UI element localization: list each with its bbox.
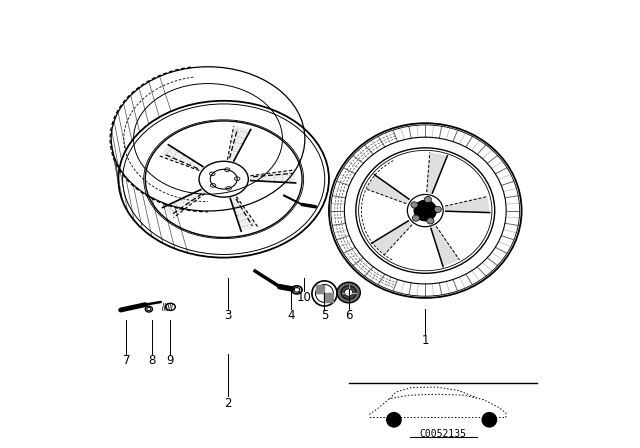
Polygon shape bbox=[227, 127, 250, 161]
Polygon shape bbox=[164, 190, 205, 217]
Ellipse shape bbox=[411, 202, 418, 208]
Polygon shape bbox=[160, 146, 203, 171]
Ellipse shape bbox=[427, 218, 434, 224]
Polygon shape bbox=[373, 221, 412, 254]
Polygon shape bbox=[431, 226, 459, 265]
Text: 7: 7 bbox=[123, 354, 130, 367]
Ellipse shape bbox=[412, 215, 420, 221]
Text: 9: 9 bbox=[166, 354, 173, 367]
Text: 8: 8 bbox=[148, 354, 156, 367]
Text: 6: 6 bbox=[346, 309, 353, 323]
Text: 4: 4 bbox=[287, 309, 294, 323]
Polygon shape bbox=[316, 285, 324, 293]
Polygon shape bbox=[324, 293, 333, 302]
Text: 1: 1 bbox=[422, 334, 429, 347]
Polygon shape bbox=[427, 154, 447, 193]
Circle shape bbox=[482, 413, 497, 427]
Ellipse shape bbox=[341, 286, 356, 299]
Circle shape bbox=[387, 413, 401, 427]
Text: 10: 10 bbox=[297, 291, 312, 305]
Text: 5: 5 bbox=[321, 309, 328, 323]
Polygon shape bbox=[445, 197, 488, 212]
Polygon shape bbox=[250, 170, 294, 183]
Text: 3: 3 bbox=[225, 309, 232, 323]
Polygon shape bbox=[367, 176, 409, 203]
Ellipse shape bbox=[344, 289, 353, 296]
Text: C0052135: C0052135 bbox=[420, 429, 467, 439]
Text: 2: 2 bbox=[225, 396, 232, 410]
Polygon shape bbox=[230, 197, 257, 230]
Ellipse shape bbox=[414, 200, 436, 221]
Ellipse shape bbox=[424, 196, 431, 202]
Ellipse shape bbox=[337, 282, 360, 303]
Ellipse shape bbox=[434, 206, 442, 212]
